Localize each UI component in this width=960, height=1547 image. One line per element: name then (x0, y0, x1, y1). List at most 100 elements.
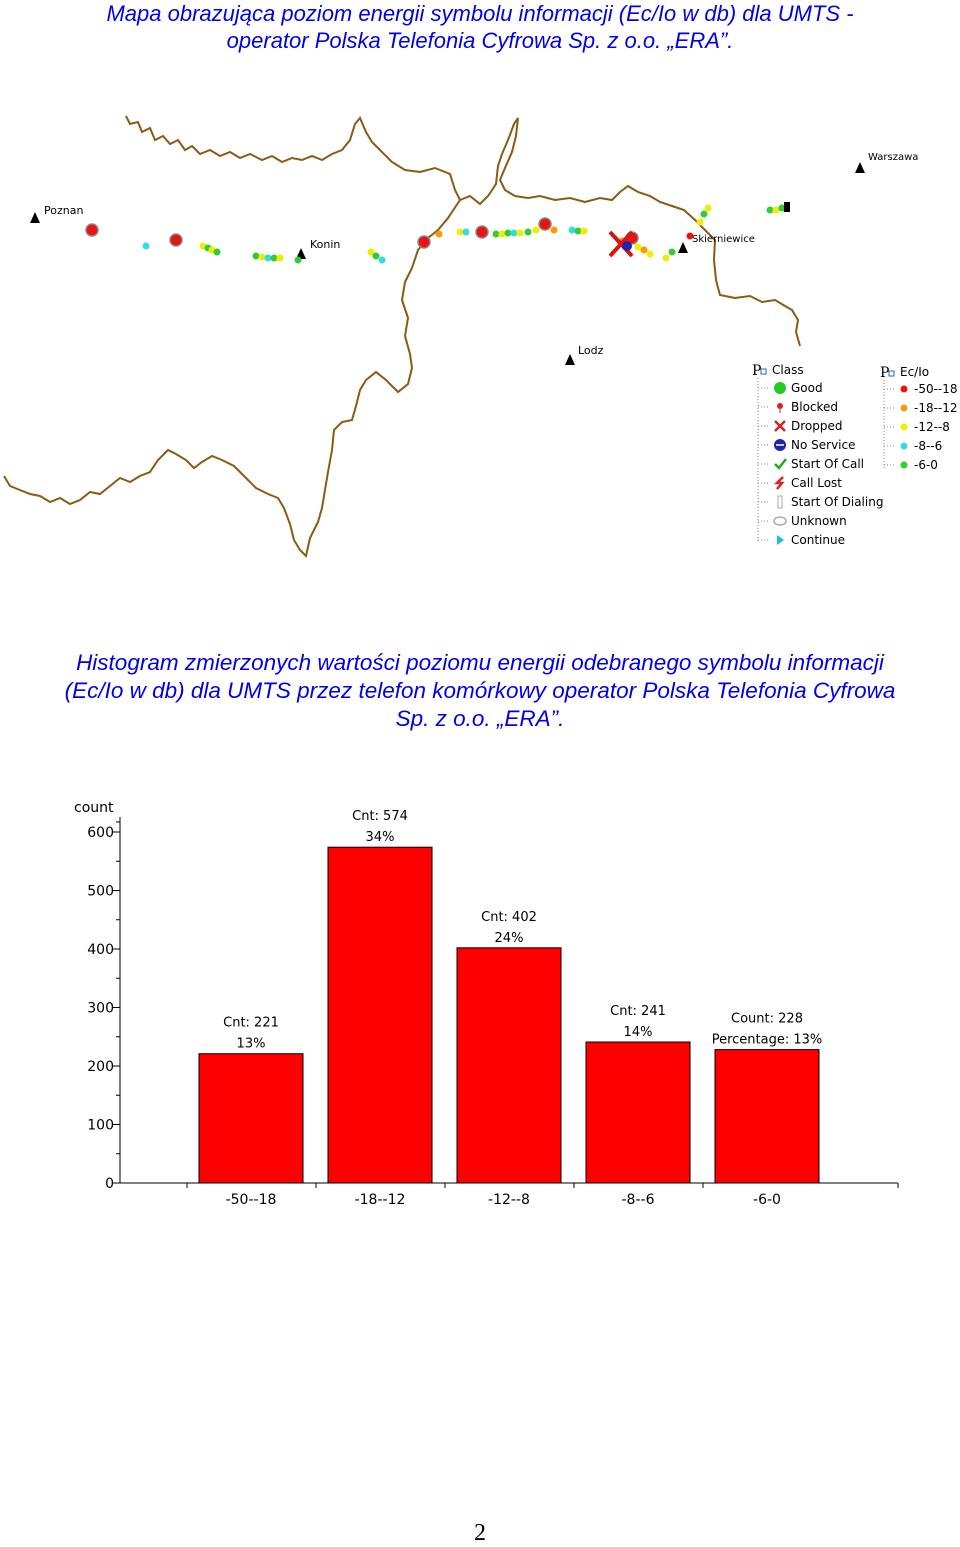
city-lodz: Lodz (565, 344, 604, 365)
legend-class-label: Continue (791, 533, 845, 547)
legend-ecio-label: -50--18 (914, 382, 958, 396)
histogram-title: Histogram zmierzonych wartości poziomu e… (0, 649, 960, 733)
y-tick-label: 400 (87, 942, 114, 958)
blocked-pin-icon (777, 403, 783, 413)
bar-count-label: Cnt: 574 (352, 809, 408, 824)
legend-class-label: Dropped (791, 419, 843, 433)
city-label: Poznan (44, 204, 83, 217)
x-tick-label: -6-0 (753, 1192, 781, 1208)
city-marker-icon (296, 248, 306, 259)
legend-ecio-dot-icon (900, 385, 908, 393)
histogram-bar (198, 1053, 304, 1184)
legend-class-header: Class (772, 363, 804, 377)
city-marker-icon (855, 162, 865, 173)
legend-ecio-dot-icon (900, 423, 908, 431)
no-service-icon (622, 241, 632, 251)
coverage-map: Poznan Konin Lodz Skierniewice Warszawa (3, 115, 918, 558)
city-marker-icon (30, 212, 40, 223)
legend-class-p-icon: P (752, 363, 761, 379)
legend-class-label: Unknown (791, 514, 847, 528)
legend-class-item: No Service (758, 438, 855, 452)
city-label: Lodz (578, 344, 604, 357)
bar-percent-label: 14% (624, 1025, 653, 1040)
histogram-title-line3: Sp. z o.o. „ERA”. (395, 706, 565, 731)
border-line-south (3, 199, 461, 558)
y-tick-label: 500 (87, 884, 114, 900)
bar-percent-label: Percentage: 13% (712, 1033, 823, 1048)
continue-arrow-icon (777, 535, 784, 545)
legend-ecio-header: Ec/Io (900, 365, 929, 379)
map-title: Mapa obrazująca poziom energii symbolu i… (0, 0, 960, 54)
city-label: Skierniewice (692, 234, 755, 245)
legend-ecio-item: -12--8 (884, 420, 950, 434)
legend-ecio-dot-icon (900, 404, 908, 412)
dropped-call-marker (608, 230, 634, 258)
y-tick-label: 100 (87, 1118, 114, 1134)
histogram-bar (714, 1049, 820, 1184)
legend-ecio-label: -12--8 (914, 420, 950, 434)
legend-class-item: Continue (758, 533, 845, 547)
x-tick-label: -18--12 (355, 1192, 406, 1208)
blocked-pin-icon (85, 223, 99, 237)
city-konin: Konin (296, 238, 340, 259)
legend-ecio-label: -8--6 (914, 439, 942, 453)
bar-percent-label: 34% (366, 830, 395, 845)
bar-percent-label: 13% (237, 1037, 266, 1052)
legend-class-item: Dropped (758, 419, 843, 433)
y-axis-label: count (74, 800, 114, 816)
page-number: 2 (474, 1520, 486, 1546)
dropped-x-icon (608, 230, 634, 258)
city-marker-icon (565, 354, 575, 365)
y-tick-label: 0 (105, 1176, 114, 1192)
blocked-pin-icon (538, 217, 552, 231)
city-skierniewice: Skierniewice (678, 234, 755, 253)
bar-count-label: Cnt: 241 (610, 1004, 666, 1019)
y-tick-label: 300 (87, 1001, 114, 1017)
blocked-pin-icon (169, 233, 183, 247)
legend-class-label: Start Of Dialing (791, 495, 883, 509)
city-marker-icon (678, 242, 688, 253)
map-title-line2: operator Polska Telefonia Cyfrowa Sp. z … (226, 28, 734, 53)
legend-ecio: P Ec/Io -50--18 -18--12 -12--8 -8--6 -6-0 (880, 365, 958, 472)
legend-ecio-p-icon: P (880, 365, 889, 381)
good-circle-icon (774, 382, 786, 394)
dialing-icon (777, 495, 783, 509)
bar-count-label: Cnt: 402 (481, 910, 537, 925)
legend-class-label: No Service (791, 438, 855, 452)
x-tick-label: -12--8 (488, 1192, 530, 1208)
city-poznan: Poznan (30, 204, 83, 223)
histogram-bar (585, 1041, 691, 1184)
legend-class-label: Blocked (791, 400, 838, 414)
city-label: Warszawa (868, 152, 918, 163)
histogram-title-line2: (Ec/Io w db) dla UMTS przez telefon komó… (64, 678, 896, 703)
legend-ecio-item: -50--18 (884, 382, 958, 396)
x-tick-label: -50--18 (226, 1192, 277, 1208)
histogram-bar (456, 947, 562, 1184)
legend-ecio-item: -8--6 (884, 439, 942, 453)
legend-class-item: Start Of Call (758, 457, 864, 471)
bar-count-label: Cnt: 221 (223, 1016, 279, 1031)
map-title-line1: Mapa obrazująca poziom energii symbolu i… (106, 1, 854, 26)
legend-class-item: Blocked (758, 400, 838, 414)
bar-percent-label: 24% (495, 931, 524, 946)
dropped-x-icon (774, 420, 786, 432)
legend-class-label: Good (791, 381, 823, 395)
measurement-track (142, 202, 790, 264)
histogram-title-line1: Histogram zmierzonych wartości poziomu e… (76, 650, 884, 675)
blocked-call-markers (85, 217, 639, 249)
legend-class-label: Call Lost (791, 476, 842, 490)
bar-count-label: Count: 228 (731, 1012, 803, 1027)
x-tick-label: -8--6 (622, 1192, 655, 1208)
y-tick-label: 600 (87, 825, 114, 841)
y-tick-label: 200 (87, 1059, 114, 1075)
legend-class: P Class Good Blocked Dropped No Service Star… (752, 363, 883, 547)
legend-ecio-dot-icon (900, 442, 908, 450)
legend-ecio-label: -6-0 (914, 458, 938, 472)
unknown-oval-icon (773, 516, 787, 526)
legend-ecio-dot-icon (900, 461, 908, 469)
legend-class-item: Good (758, 381, 823, 395)
blocked-pin-icon (417, 235, 431, 249)
blocked-pin-icon (475, 225, 489, 239)
legend-class-item: Call Lost (758, 476, 842, 490)
city-label: Konin (310, 238, 340, 251)
